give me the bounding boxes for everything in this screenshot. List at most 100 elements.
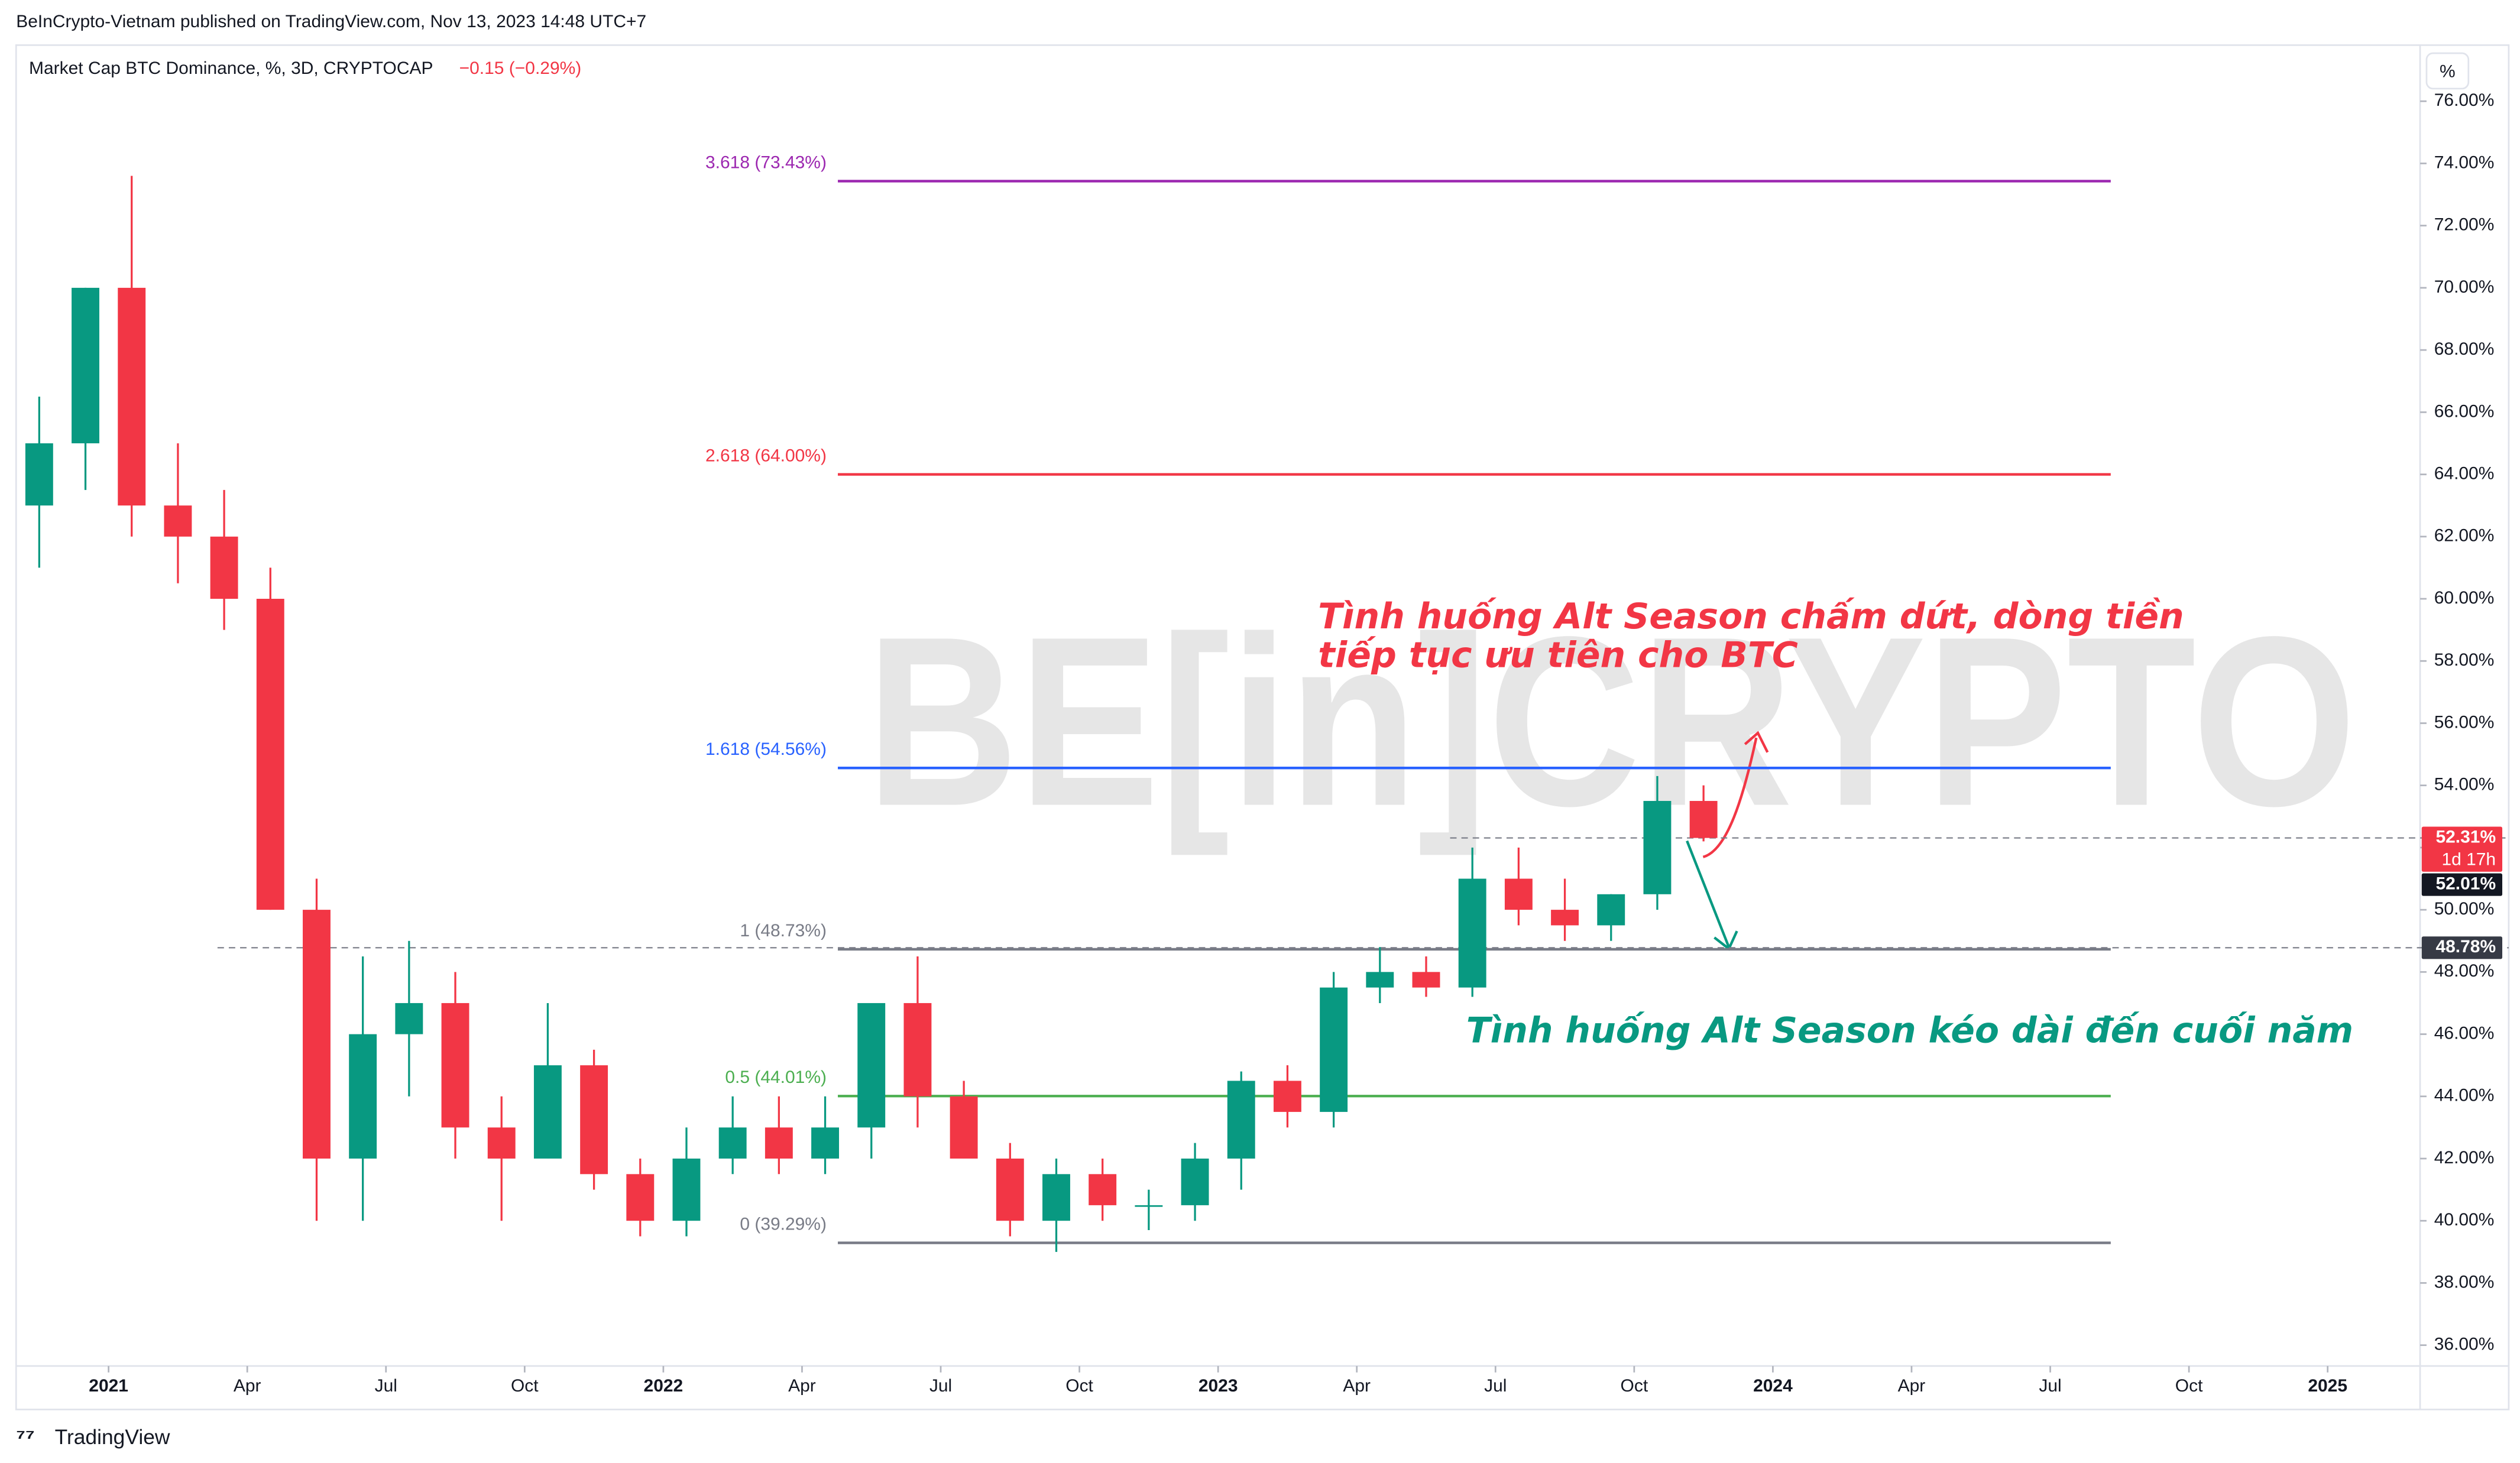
fib-label: 1 (48.73%) bbox=[740, 921, 827, 940]
fib-label: 0.5 (44.01%) bbox=[725, 1068, 827, 1087]
y-tick-label: 60.00% bbox=[2434, 588, 2495, 608]
y-tick-label: 44.00% bbox=[2434, 1086, 2495, 1105]
up-arrow bbox=[1702, 731, 1769, 858]
fib-label: 3.618 (73.43%) bbox=[705, 153, 827, 172]
annotation: Tình huống Alt Season chấm dứt, dòng tiề… bbox=[1318, 596, 2184, 637]
candle-body bbox=[857, 1003, 886, 1128]
y-tick-label: 76.00% bbox=[2434, 90, 2495, 110]
candle-body bbox=[765, 1127, 793, 1159]
candle-body bbox=[256, 599, 284, 910]
candle-body bbox=[118, 287, 146, 506]
candle-body bbox=[903, 1003, 932, 1097]
candle-body bbox=[950, 1096, 978, 1159]
y-tick-label: 58.00% bbox=[2434, 650, 2495, 670]
candle-body bbox=[1042, 1174, 1070, 1221]
fib-label: 1.618 (54.56%) bbox=[705, 739, 827, 759]
footer-logo: ⁷⁷ bbox=[16, 1425, 34, 1450]
x-tick-label: Apr bbox=[1343, 1376, 1371, 1396]
x-tick-label: Oct bbox=[511, 1376, 539, 1396]
candle-body bbox=[580, 1065, 608, 1175]
candle-body bbox=[441, 1003, 469, 1128]
candle-body bbox=[1181, 1158, 1209, 1205]
candle-body bbox=[996, 1158, 1024, 1221]
footer-brand: TradingView bbox=[55, 1425, 170, 1449]
watermark: BE[in]CRYPTO bbox=[866, 586, 2357, 858]
x-tick-label: Apr bbox=[234, 1376, 261, 1396]
candle-body bbox=[1366, 972, 1394, 988]
candle-body bbox=[1089, 1174, 1117, 1205]
candle-body bbox=[1689, 800, 1718, 838]
candle-body bbox=[1504, 878, 1533, 910]
x-tick-label: 2025 bbox=[2308, 1376, 2347, 1396]
y-tick-label: 48.00% bbox=[2434, 961, 2495, 981]
candle-body bbox=[811, 1127, 840, 1159]
candle-body bbox=[1458, 878, 1486, 988]
y-tick-label: 36.00% bbox=[2434, 1335, 2495, 1354]
y-tick-label: 68.00% bbox=[2434, 339, 2495, 359]
price-badge-label: 52.01% bbox=[2435, 874, 2496, 894]
scale-button-label[interactable]: % bbox=[2440, 62, 2456, 82]
x-tick-label: Oct bbox=[2175, 1376, 2203, 1396]
x-tick-label: 2022 bbox=[644, 1376, 684, 1396]
x-tick-label: Jul bbox=[2039, 1376, 2061, 1396]
x-tick-label: Apr bbox=[788, 1376, 816, 1396]
candle-body bbox=[164, 505, 192, 537]
candle-body bbox=[1273, 1081, 1301, 1112]
y-tick-label: 56.00% bbox=[2434, 712, 2495, 732]
y-tick-label: 38.00% bbox=[2434, 1272, 2495, 1292]
price-badge-label: 48.78% bbox=[2435, 937, 2496, 956]
candle-body bbox=[395, 1003, 423, 1034]
candle-body bbox=[1597, 894, 1625, 926]
symbol-change: −0.15 (−0.29%) bbox=[459, 59, 582, 78]
candle-body bbox=[626, 1174, 655, 1221]
candle-body bbox=[1412, 972, 1440, 988]
candle-body bbox=[1551, 910, 1579, 926]
x-tick-label: Jul bbox=[1484, 1376, 1507, 1396]
x-tick-label: Oct bbox=[1621, 1376, 1648, 1396]
price-badge bbox=[2421, 936, 2503, 959]
scale-button[interactable] bbox=[2425, 52, 2470, 90]
price-badge-label: 52.31% bbox=[2435, 828, 2496, 847]
y-tick-label: 54.00% bbox=[2434, 775, 2495, 794]
candle-body bbox=[533, 1065, 562, 1159]
candle-body bbox=[349, 1034, 377, 1159]
candle-body bbox=[1135, 1205, 1163, 1207]
x-tick-label: 2021 bbox=[89, 1376, 128, 1396]
candle-body bbox=[210, 536, 238, 599]
candle-body bbox=[25, 443, 53, 506]
y-tick-label: 72.00% bbox=[2434, 215, 2495, 235]
candle-body bbox=[1643, 800, 1672, 894]
candle-body bbox=[672, 1158, 701, 1221]
y-tick-label: 64.00% bbox=[2434, 463, 2495, 483]
x-tick-label: Jul bbox=[375, 1376, 397, 1396]
candle-body bbox=[718, 1127, 747, 1159]
candle-body bbox=[303, 910, 331, 1159]
y-tick-label: 46.00% bbox=[2434, 1023, 2495, 1043]
fib-label: 2.618 (64.00%) bbox=[705, 446, 827, 466]
x-tick-label: 2023 bbox=[1199, 1376, 1238, 1396]
y-tick-label: 74.00% bbox=[2434, 153, 2495, 172]
price-badge bbox=[2421, 826, 2503, 872]
candle-body bbox=[1227, 1081, 1255, 1159]
annotation: tiếp tục ưu tiên cho BTC bbox=[1318, 634, 1798, 676]
price-badge bbox=[2421, 873, 2503, 896]
chart-frame bbox=[15, 44, 2510, 1410]
y-tick-label: 50.00% bbox=[2434, 899, 2495, 919]
published-line: BeInCrypto-Vietnam published on TradingV… bbox=[16, 12, 646, 31]
annotation: Tình huống Alt Season kéo dài đến cuối n… bbox=[1466, 1010, 2353, 1051]
price-badge-sub: 1d 17h bbox=[2441, 850, 2496, 870]
y-tick-label: 40.00% bbox=[2434, 1210, 2495, 1230]
y-tick-label: 62.00% bbox=[2434, 526, 2495, 546]
candle-body bbox=[72, 287, 99, 443]
x-tick-label: Oct bbox=[1065, 1376, 1093, 1396]
candle-body bbox=[1320, 987, 1348, 1112]
y-tick-label: 66.00% bbox=[2434, 401, 2495, 421]
x-tick-label: 2024 bbox=[1753, 1376, 1793, 1396]
y-tick-label: 70.00% bbox=[2434, 277, 2495, 297]
symbol-title: Market Cap BTC Dominance, %, 3D, CRYPTOC… bbox=[29, 59, 433, 78]
fib-label: 0 (39.29%) bbox=[740, 1215, 827, 1234]
x-tick-label: Jul bbox=[929, 1376, 952, 1396]
